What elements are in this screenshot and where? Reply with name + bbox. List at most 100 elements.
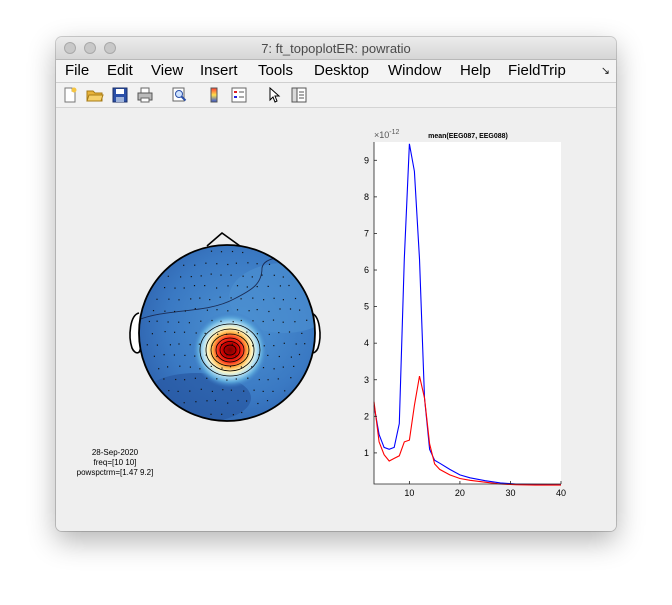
toolbar — [56, 83, 616, 108]
electrode-marker — [204, 285, 206, 287]
electrode-marker — [163, 354, 165, 356]
menu-help[interactable]: Help — [460, 62, 491, 79]
electrode-marker — [246, 286, 248, 288]
menu-view[interactable]: View — [151, 62, 184, 79]
electrode-marker — [246, 400, 248, 402]
info-powspctrm: powspctrm=[1.47 9.2] — [76, 468, 154, 477]
electrode-marker — [236, 309, 239, 311]
y-tick-label: 7 — [364, 228, 369, 238]
electrode-marker — [304, 343, 306, 345]
electrode-marker — [168, 390, 170, 392]
electrode-marker — [178, 299, 180, 301]
electrode-marker — [152, 310, 155, 312]
print-preview-icon[interactable] — [170, 86, 188, 104]
y-tick-label: 1 — [364, 448, 369, 458]
electrode-marker — [240, 342, 242, 344]
electrode-marker — [220, 274, 222, 276]
electrode-marker — [262, 390, 264, 392]
electrode-marker — [240, 298, 242, 300]
electrode-marker — [200, 275, 202, 277]
y-tick-label: 9 — [364, 155, 369, 165]
figure-window: 7: ft_topoplotER: powratio File Edit Vie… — [56, 37, 616, 531]
electrode-marker — [167, 321, 169, 323]
electrode-marker — [156, 298, 158, 300]
electrode-marker — [206, 309, 208, 311]
electrode-marker — [288, 284, 290, 287]
y-tick-label: 2 — [364, 411, 369, 421]
save-icon[interactable] — [111, 86, 129, 104]
menu-desktop[interactable]: Desktop — [314, 62, 370, 79]
electrode-marker — [242, 275, 244, 277]
electrode-marker — [206, 400, 208, 402]
electrode-marker — [220, 251, 223, 253]
double-arrow-icon[interactable]: ↘ — [600, 65, 610, 77]
electrode-marker — [226, 379, 228, 381]
electrode-marker — [184, 379, 186, 381]
electrode-marker — [206, 377, 208, 379]
electrode-marker — [146, 344, 148, 346]
electrode-marker — [277, 378, 279, 380]
electrode-marker — [284, 390, 286, 392]
electrode-marker — [164, 287, 166, 289]
electrode-marker — [221, 413, 223, 415]
property-inspector-icon[interactable] — [290, 86, 308, 104]
electrode-marker — [184, 354, 186, 356]
electrode-marker — [200, 388, 202, 390]
menu-tools[interactable]: Tools — [258, 62, 294, 79]
electrode-marker — [267, 285, 269, 287]
electrode-marker — [205, 354, 207, 356]
electrode-marker — [211, 390, 213, 392]
electrode-marker — [282, 276, 284, 278]
electrode-marker — [237, 399, 239, 402]
electrode-marker — [241, 411, 243, 414]
colorbar-icon[interactable] — [205, 86, 223, 104]
menu-edit[interactable]: Edit — [107, 62, 133, 79]
electrode-marker — [293, 365, 295, 367]
y-tick-label: 6 — [364, 265, 369, 275]
electrode-marker — [262, 367, 265, 369]
open-folder-icon[interactable] — [86, 86, 104, 104]
menu-insert[interactable]: Insert — [200, 62, 238, 79]
electrode-marker — [282, 366, 284, 368]
topoplot — [129, 231, 321, 422]
electrode-marker — [230, 297, 232, 299]
electrode-marker — [248, 310, 250, 312]
menu-window[interactable]: Window — [388, 62, 442, 79]
minimize-button[interactable] — [84, 42, 96, 54]
electrode-marker — [257, 402, 259, 405]
head-left-ear — [129, 312, 142, 354]
electrode-marker — [273, 274, 275, 276]
zoom-button[interactable] — [104, 42, 116, 54]
electrode-marker — [247, 377, 249, 379]
new-figure-icon[interactable] — [61, 86, 79, 104]
menu-fieldtrip[interactable]: FieldTrip — [508, 62, 566, 79]
electrode-marker — [256, 309, 258, 311]
electrode-marker — [231, 250, 234, 253]
y-tick-label: 3 — [364, 375, 369, 385]
menu-file[interactable]: File — [65, 62, 90, 79]
print-icon[interactable] — [136, 86, 154, 104]
electrode-marker — [174, 310, 176, 313]
electrode-marker — [175, 378, 177, 381]
electrode-marker — [251, 366, 253, 368]
electrode-marker — [194, 308, 196, 310]
electrode-marker — [164, 310, 166, 312]
close-button[interactable] — [64, 42, 76, 54]
y-tick-label: 8 — [364, 192, 369, 202]
electrode-marker — [279, 308, 281, 310]
x-tick-label: 40 — [556, 488, 566, 498]
electrode-marker — [214, 399, 216, 402]
electrode-marker — [167, 366, 169, 368]
electrode-marker — [221, 367, 223, 369]
electrode-marker — [299, 309, 301, 311]
electrode-marker — [198, 343, 200, 345]
electrode-marker — [217, 333, 219, 335]
electrode-marker — [294, 297, 297, 300]
electrode-marker — [278, 332, 280, 334]
pointer-icon[interactable] — [265, 86, 283, 104]
title-bar[interactable]: 7: ft_topoplotER: powratio — [56, 37, 616, 60]
legend-icon[interactable] — [230, 86, 248, 104]
electrode-marker — [231, 343, 233, 345]
electrode-marker — [230, 274, 232, 276]
